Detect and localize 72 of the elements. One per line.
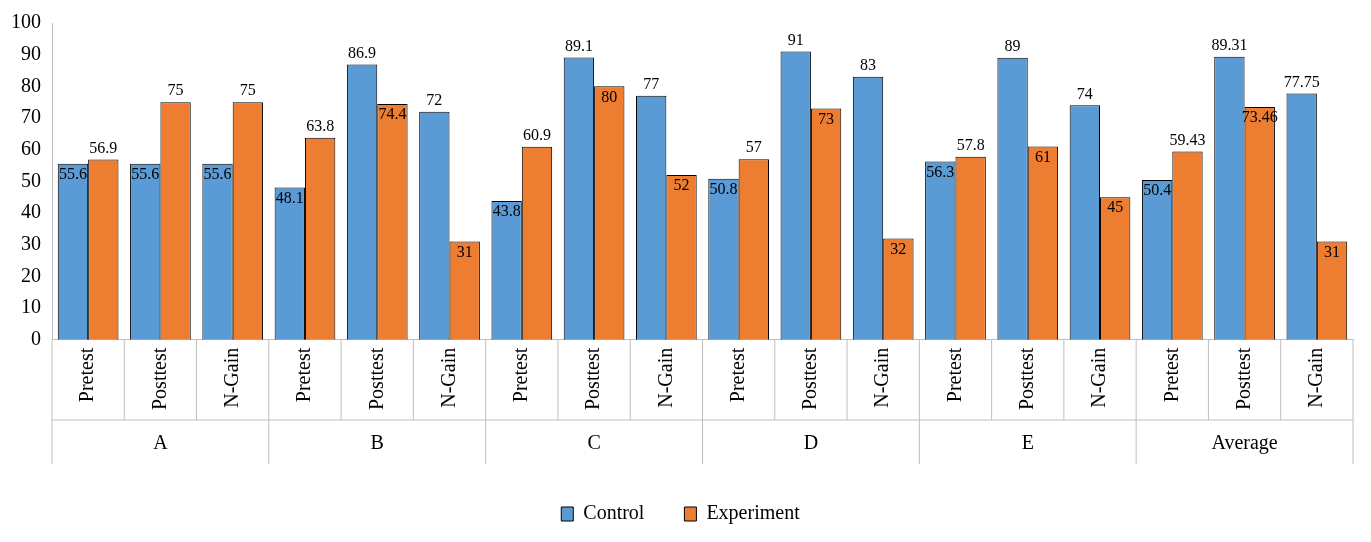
text: B bbox=[370, 431, 384, 454]
y-tick-label: 20 bbox=[21, 263, 41, 286]
x-tick-label: N-Gain bbox=[436, 347, 459, 408]
data-label: 91 bbox=[787, 30, 804, 48]
x-tick-label: Posttest bbox=[798, 347, 821, 411]
data-label: 73 bbox=[818, 109, 835, 127]
data-label: 32 bbox=[890, 239, 907, 257]
text: E bbox=[1021, 431, 1034, 454]
x-tick-label: Posttest bbox=[1231, 347, 1254, 411]
legend-label: Experiment bbox=[706, 501, 801, 525]
x-tick-label: Posttest bbox=[1015, 347, 1037, 411]
data-label: 60.9 bbox=[522, 126, 551, 144]
y-tick-label: 100 bbox=[11, 10, 41, 33]
data-label: 75 bbox=[239, 81, 256, 99]
x-tick-label: Pretest bbox=[942, 347, 965, 403]
data-label: 45 bbox=[1107, 198, 1124, 216]
data-label: 72 bbox=[426, 90, 443, 108]
data-label: 55.6 bbox=[203, 164, 232, 182]
y-tick-label: 0 bbox=[31, 327, 41, 350]
data-label: 55.6 bbox=[58, 164, 87, 182]
data-label: 74 bbox=[1076, 84, 1093, 102]
x-tick-label: Pretest bbox=[509, 347, 532, 403]
y-tick-label: 40 bbox=[21, 200, 41, 223]
data-label: 59.43 bbox=[1169, 130, 1206, 148]
data-label: 77.75 bbox=[1283, 72, 1320, 90]
x-tick-label: Pretest bbox=[1159, 347, 1182, 403]
data-label: 31 bbox=[456, 242, 473, 260]
data-label: 89.31 bbox=[1211, 36, 1248, 54]
x-tick-label: N-Gain bbox=[870, 347, 893, 408]
x-tick-label: Posttest bbox=[581, 347, 604, 411]
data-label: 89.1 bbox=[564, 36, 593, 54]
x-tick-label: Pretest bbox=[75, 347, 98, 403]
x-tick-label: N-Gain bbox=[1304, 347, 1327, 408]
data-label: 74.4 bbox=[378, 105, 407, 123]
data-label: 50.4 bbox=[1143, 181, 1172, 199]
x-tick-label: Posttest bbox=[364, 347, 387, 411]
data-label: 61 bbox=[1034, 147, 1051, 165]
y-tick-label: 50 bbox=[21, 168, 41, 191]
y-tick-label: 60 bbox=[21, 136, 41, 159]
data-label: 57 bbox=[745, 138, 762, 156]
x-tick-label: Pretest bbox=[725, 347, 748, 403]
x-tick-label: Posttest bbox=[147, 347, 170, 411]
y-tick-label: 30 bbox=[21, 231, 41, 254]
data-label: 43.8 bbox=[492, 202, 521, 220]
text: A bbox=[153, 431, 169, 454]
data-label: 86.9 bbox=[348, 43, 377, 61]
data-label: 83 bbox=[860, 56, 877, 74]
y-tick-label: 10 bbox=[21, 295, 41, 318]
data-label: 52 bbox=[673, 176, 690, 194]
x-tick-label: N-Gain bbox=[219, 347, 242, 408]
data-label: 77 bbox=[643, 75, 660, 93]
data-label: 63.8 bbox=[306, 116, 335, 134]
x-tick-label: N-Gain bbox=[1087, 347, 1110, 408]
x-tick-label: N-Gain bbox=[653, 347, 676, 408]
text: C bbox=[587, 431, 601, 454]
data-label: 48.1 bbox=[275, 188, 304, 206]
data-label: 89 bbox=[1004, 37, 1021, 55]
x-tick-label: Pretest bbox=[292, 347, 315, 403]
text: D bbox=[803, 431, 819, 454]
y-tick-label: 90 bbox=[21, 41, 41, 64]
text: Average bbox=[1211, 431, 1278, 455]
legend-label: Control bbox=[583, 501, 645, 524]
data-label: 57.8 bbox=[956, 135, 985, 153]
data-label: 75 bbox=[167, 81, 184, 99]
data-label: 50.8 bbox=[709, 180, 738, 198]
data-label: 31 bbox=[1324, 242, 1341, 260]
y-tick-label: 70 bbox=[21, 105, 41, 128]
data-label: 56.3 bbox=[926, 162, 955, 180]
data-label: 80 bbox=[601, 87, 618, 105]
data-label: 56.9 bbox=[89, 138, 118, 156]
y-tick-label: 80 bbox=[21, 73, 41, 96]
data-label: 55.6 bbox=[131, 164, 160, 182]
